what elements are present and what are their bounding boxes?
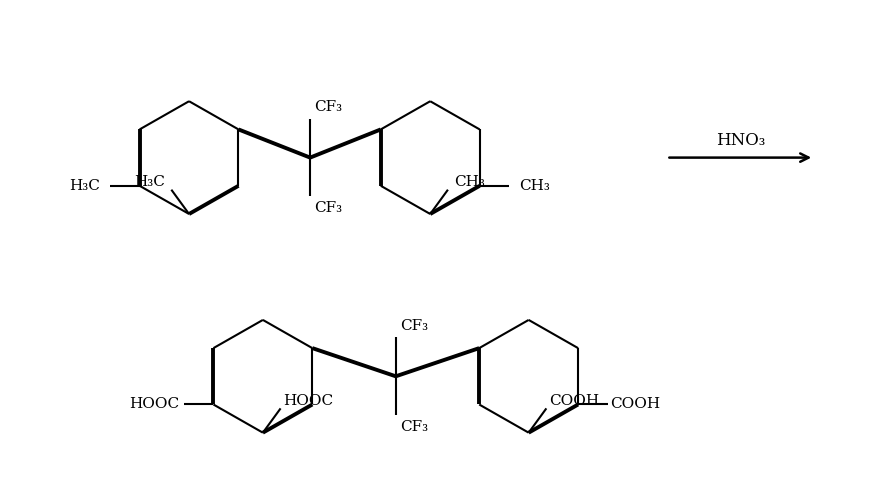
Text: H₃C: H₃C: [134, 175, 165, 189]
Text: CF₃: CF₃: [400, 319, 428, 333]
Text: H₃C: H₃C: [69, 179, 100, 193]
Text: COOH: COOH: [549, 394, 599, 408]
Text: CH₃: CH₃: [454, 175, 485, 189]
Text: CH₃: CH₃: [519, 179, 551, 193]
Text: CF₃: CF₃: [314, 201, 342, 215]
Text: HOOC: HOOC: [130, 397, 179, 412]
Text: COOH: COOH: [610, 397, 661, 412]
Text: CF₃: CF₃: [400, 420, 428, 434]
Text: CF₃: CF₃: [314, 100, 342, 114]
Text: HNO₃: HNO₃: [716, 131, 765, 149]
Text: HOOC: HOOC: [283, 394, 333, 408]
